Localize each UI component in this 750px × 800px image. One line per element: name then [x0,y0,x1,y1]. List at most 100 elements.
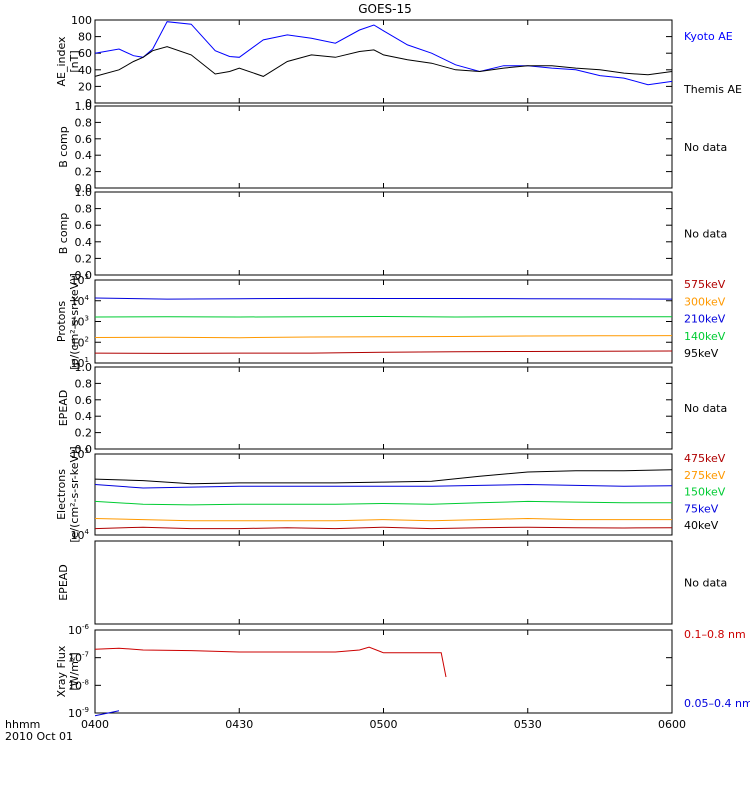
series-line-6-4 [94,483,673,489]
y-tick-label: 80 [78,31,92,44]
legend-entry: 275keV [684,469,726,482]
panel-frame [94,629,673,714]
y-tick-label: 0.8 [75,377,93,390]
series-line-1-1 [94,21,673,86]
y-tick-label: 0.4 [75,236,93,249]
y-tick-label: 102 [71,335,89,349]
legend-entry: Themis AE [683,83,742,96]
legend-entry: 40keV [684,519,719,532]
y-axis-unit: [p/(cm²-s-sr-keV)] [68,273,81,370]
y-tick-label: 20 [78,80,92,93]
y-tick-label: 0.2 [75,252,93,265]
panel-frame [94,540,673,625]
y-tick-label: 60 [78,47,92,60]
time-tick-label: 0430 [225,718,253,731]
panel-frame [94,191,673,276]
legend-entry: 140keV [684,330,726,343]
y-tick-label: 40 [78,64,92,77]
y-axis-label: B comp [57,213,70,255]
legend-entry: 75keV [684,502,719,515]
series-line-4-6 [94,335,673,339]
time-tick-label: 0400 [81,718,109,731]
y-tick-label: 103 [71,315,89,329]
time-corner-label: hhmm [5,718,40,731]
y-tick-label: 0 [85,97,92,110]
y-tick-label: 1.0 [75,100,93,113]
panel-4: 101 102 103 104 105 Protons [p/(cm²-s-sr-keV)]… [55,273,726,370]
y-tick-label: 0.4 [75,149,93,162]
legend-entry: 150keV [684,486,726,499]
legend-entry: Kyoto AE [684,30,733,43]
legend-entry: 475keV [684,452,726,465]
y-tick-label: 105 [71,447,89,461]
panel-frame [94,105,673,189]
panel-frame [94,19,673,104]
y-tick-label: 104 [71,528,90,542]
y-axis-unit: [W/m²] [68,652,81,690]
legend-entry: 300keV [684,295,726,308]
no-data-label: No data [684,402,727,415]
time-tick-label: 0600 [658,718,686,731]
y-tick-label: 0.6 [75,394,93,407]
y-axis-label: Electrons [55,469,68,520]
y-tick-label: 10-8 [68,678,89,692]
no-data-label: No data [684,228,727,241]
legend-entry: 95keV [684,347,719,360]
y-tick-label: 101 [71,356,89,370]
y-tick-label: 0.0 [75,443,93,456]
y-tick-label: 0.6 [75,219,93,232]
y-tick-label: 0.8 [75,116,93,129]
series-line-6-6 [94,500,672,506]
y-tick-label: 1.0 [75,361,93,374]
y-axis-label: Xray Flux [55,645,68,697]
panel-3: 0.0 0.2 0.4 0.6 0.8 1.0 B comp No data [57,186,727,282]
y-tick-label: 10-9 [68,706,89,720]
y-axis-label: B comp [57,126,70,168]
y-tick-label: 0.6 [75,133,93,146]
time-axis: hhmm 2010 Oct 01 0400 0430 0500 0530 0600 [5,718,686,743]
series-line-8-1 [94,646,447,678]
chart-title: GOES-15 [358,2,412,16]
y-tick-label: 0.2 [75,166,93,179]
time-tick-label: 0500 [370,718,398,731]
series-line-6-7 [94,517,672,522]
y-axis-unit: [e/(cm²-s-sr-keV)] [68,446,81,542]
legend-entry: 0.05–0.4 nm [684,697,750,710]
y-tick-label: 0.2 [75,427,93,440]
panel-2: 0.0 0.2 0.4 0.6 0.8 1.0 B comp No data [57,100,727,195]
y-tick-label: 10-6 [68,623,90,637]
panel-frame [94,366,673,450]
y-axis-label: EPEAD [57,564,70,601]
y-tick-label: 1.0 [75,186,93,199]
y-axis-label: EPEAD [57,390,70,427]
panel-frame [94,279,673,364]
series-line-4-4 [94,315,673,318]
legend-entry: 0.1–0.8 nm [684,628,746,641]
series-line-4-7 [94,350,673,354]
time-date-label: 2010 Oct 01 [5,730,73,743]
y-tick-label: 100 [71,14,92,27]
legend-entry: 210keV [684,313,726,326]
panel-7: EPEAD No data [57,540,727,625]
panel-frame [94,453,673,536]
y-tick-label: 0.8 [75,203,93,216]
series-line-1-2 [94,46,673,77]
y-axis-unit: [nT] [68,50,81,72]
y-tick-label: 0.0 [75,269,93,282]
panel-5: 0.0 0.2 0.4 0.6 0.8 1.0 EPEAD No data [57,361,727,456]
no-data-label: No data [684,141,727,154]
y-axis-label: AE_index [55,36,68,87]
legend-entry: 575keV [684,278,726,291]
series-line-6-8 [94,526,673,530]
y-tick-label: 0.0 [75,182,93,195]
y-tick-label: 10-7 [68,651,89,665]
series-line-4-3 [94,297,673,300]
no-data-label: No data [684,577,727,590]
series-line-6-5 [94,469,673,485]
y-tick-label: 0.4 [75,410,93,423]
